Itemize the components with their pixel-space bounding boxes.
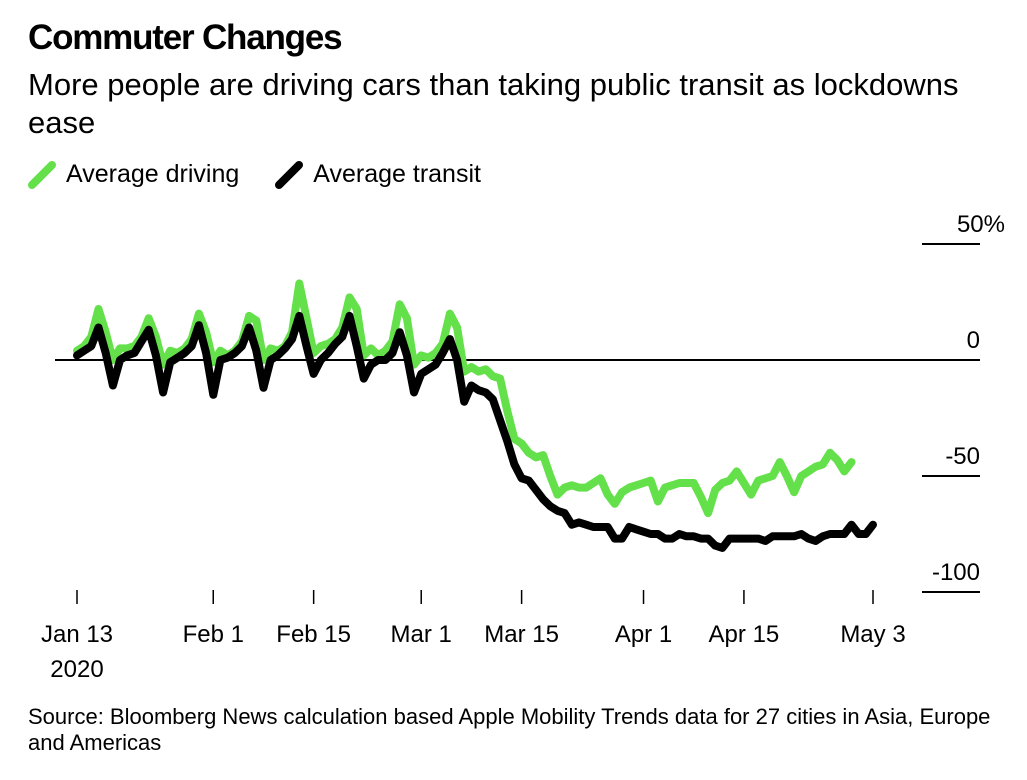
x-tick-feb-15-label: Feb 15 <box>276 621 351 648</box>
x-tick-jan-13-label: Jan 13 <box>41 621 113 648</box>
legend: Average driving Average transit <box>28 160 517 189</box>
source-note: Source: Bloomberg News calculation based… <box>28 704 991 755</box>
series-layer <box>73 279 877 552</box>
x-tick-apr-1-label: Apr 1 <box>615 621 672 648</box>
y-tick-neg50-label: -50 <box>945 443 980 470</box>
legend-label-driving: Average driving <box>66 160 240 188</box>
legend-item-transit: Average transit <box>275 160 481 189</box>
y-tick-50-label: 50% <box>957 211 1005 238</box>
y-tick-neg100-label: -100 <box>932 559 980 586</box>
legend-item-driving: Average driving <box>28 160 239 189</box>
chart-subtitle: More people are driving cars than taking… <box>28 67 959 140</box>
x-tick-mar-15-label: Mar 15 <box>484 621 559 648</box>
series-line-average-transit <box>73 311 877 552</box>
series-line-average-driving <box>73 279 856 518</box>
chart-title: Commuter Changes <box>28 18 343 57</box>
x-axis: Jan 13 2020 Feb 1 Feb 15 Mar 1 Mar 15 Apr 1 Apr… <box>41 590 906 683</box>
x-tick-mar-1-label: Mar 1 <box>391 621 452 648</box>
legend-label-transit: Average transit <box>313 160 481 188</box>
x-tick-apr-15-label: Apr 15 <box>709 621 780 648</box>
x-tick-may-3-label: May 3 <box>840 621 905 648</box>
y-tick-0-label: 0 <box>967 327 980 354</box>
legend-swatch-transit-icon <box>275 160 304 189</box>
x-tick-feb-1-label: Feb 1 <box>183 621 244 648</box>
legend-swatch-driving-icon <box>28 160 56 189</box>
x-tick-jan-13-sublabel: 2020 <box>50 656 103 683</box>
